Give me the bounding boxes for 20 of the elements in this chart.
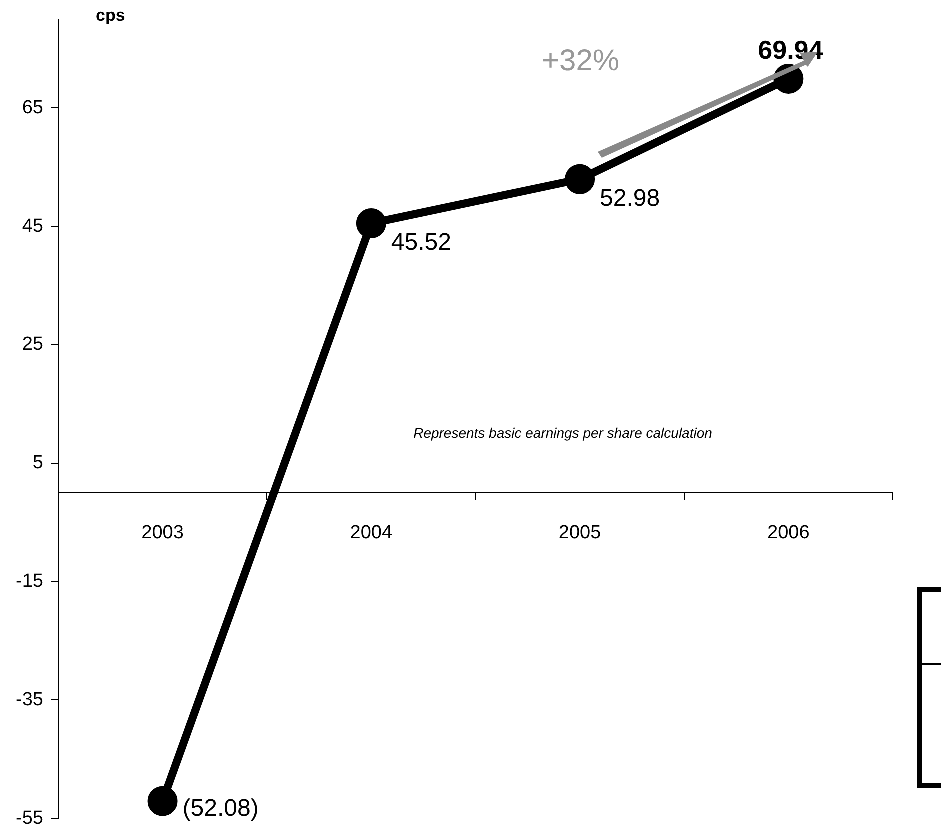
- y-axis-title: cps: [96, 6, 126, 26]
- point: [356, 208, 386, 239]
- annotation: Represents basic earnings per share calculation: [414, 424, 713, 441]
- y-tick-label: 65: [22, 97, 44, 118]
- data-label: 52.98: [600, 184, 660, 212]
- point: [148, 786, 178, 816]
- point: [565, 164, 596, 194]
- x-tick-label: 2005: [558, 522, 602, 544]
- y-tick-label: -35: [16, 689, 44, 710]
- x-tick-label: 2004: [350, 522, 393, 544]
- x-tick-label: 2003: [142, 522, 184, 544]
- y-tick-label: 45: [22, 216, 44, 237]
- y-tick-label: 5: [32, 452, 44, 474]
- data-label: 45.52: [391, 229, 452, 256]
- annotation: +32%: [542, 44, 620, 78]
- x-tick-label: 2006: [768, 522, 810, 544]
- y-tick-label: 25: [22, 334, 44, 356]
- data-label: (52.08): [182, 794, 259, 822]
- y-tick-label: -55: [16, 808, 44, 829]
- y-tick-label: -15: [16, 571, 44, 592]
